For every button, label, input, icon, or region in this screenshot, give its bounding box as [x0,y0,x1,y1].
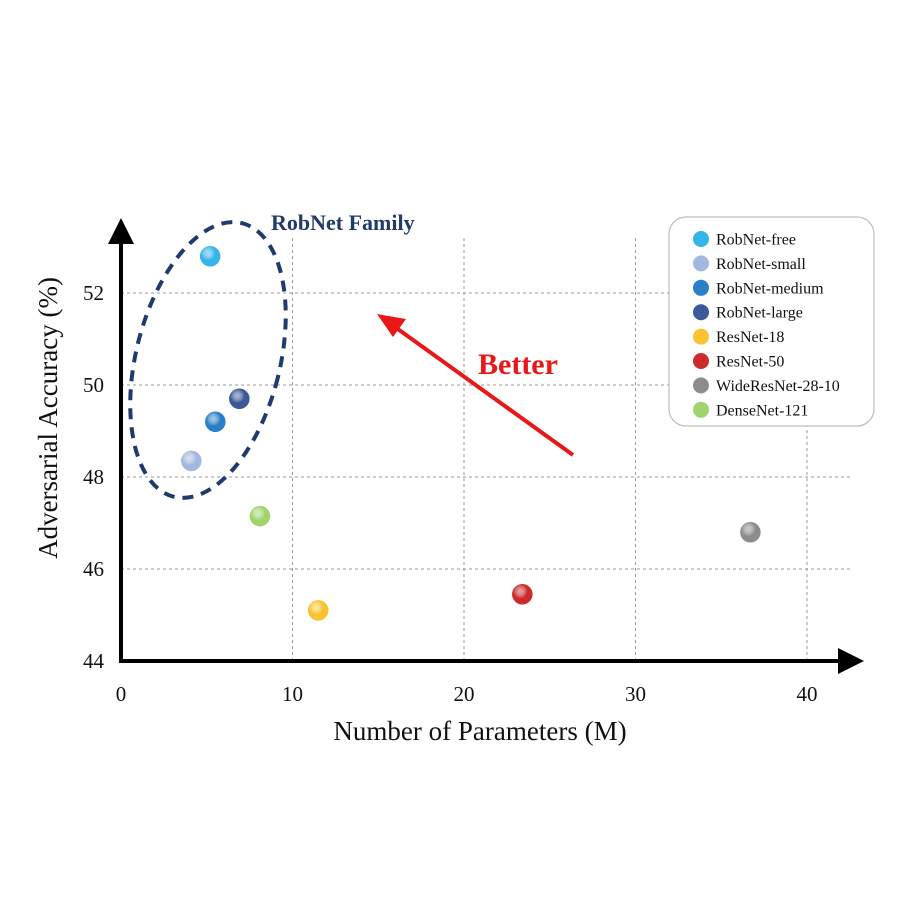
legend-box [668,216,875,427]
x-axis-arrowhead [838,648,864,674]
legend-marker-robnet-small [693,255,709,272]
legend-marker-resnet-18 [693,328,709,345]
y-axis-arrowhead [108,218,134,244]
better-label: Better [478,348,558,381]
data-point-shading [512,584,533,605]
legend-label: RobNet-large [716,305,803,322]
legend-marker-robnet-large [693,304,709,321]
legend-label: RobNet-free [716,232,796,249]
x-tick-label: 20 [454,682,475,706]
x-tick-label: 30 [625,682,646,706]
legend-marker-densenet-121 [693,401,709,418]
tick-labels: 0 10 20 30 40 44 46 48 50 52 [83,281,818,706]
legend-label: DenseNet-121 [716,402,808,419]
grid-lines [121,238,852,661]
legend-marker-robnet-free [693,231,709,247]
legend-label: ResNet-18 [716,329,784,346]
legend-marker-robnet-medium [693,279,709,296]
data-point-shading [181,450,202,471]
y-tick-label: 50 [83,373,104,397]
data-point-shading [229,388,250,409]
data-point-shading [308,600,329,621]
y-tick-label: 44 [83,649,105,673]
better-arrow [377,314,575,457]
x-tick-label: 0 [116,682,127,706]
data-point-shading [249,506,270,527]
x-tick-label: 40 [797,682,818,706]
axes [108,218,864,674]
legend-label: RobNet-medium [716,280,824,297]
legend: RobNet-free RobNet-small RobNet-medium RobN… [668,216,875,427]
y-tick-label: 52 [83,281,104,305]
legend-label: WideResNet-28-10 [716,378,840,395]
legend-marker-wideresnet-28-10 [693,377,709,394]
robnet-family-ellipse [128,220,288,500]
legend-marker-resnet-50 [693,353,709,369]
legend-label: ResNet-50 [716,354,784,371]
robnet-family-label: RobNet Family [271,210,415,235]
y-axis-title: Adversarial Accuracy (%) [33,277,63,559]
x-tick-label: 10 [282,682,303,706]
data-point-shading [205,411,226,432]
y-tick-label: 46 [83,557,104,581]
legend-label: RobNet-small [716,256,806,273]
data-point-shading [200,246,221,267]
data-points [179,244,763,623]
data-point-shading [740,522,761,543]
x-axis-title: Number of Parameters (M) [333,716,626,746]
y-tick-label: 48 [83,465,104,489]
